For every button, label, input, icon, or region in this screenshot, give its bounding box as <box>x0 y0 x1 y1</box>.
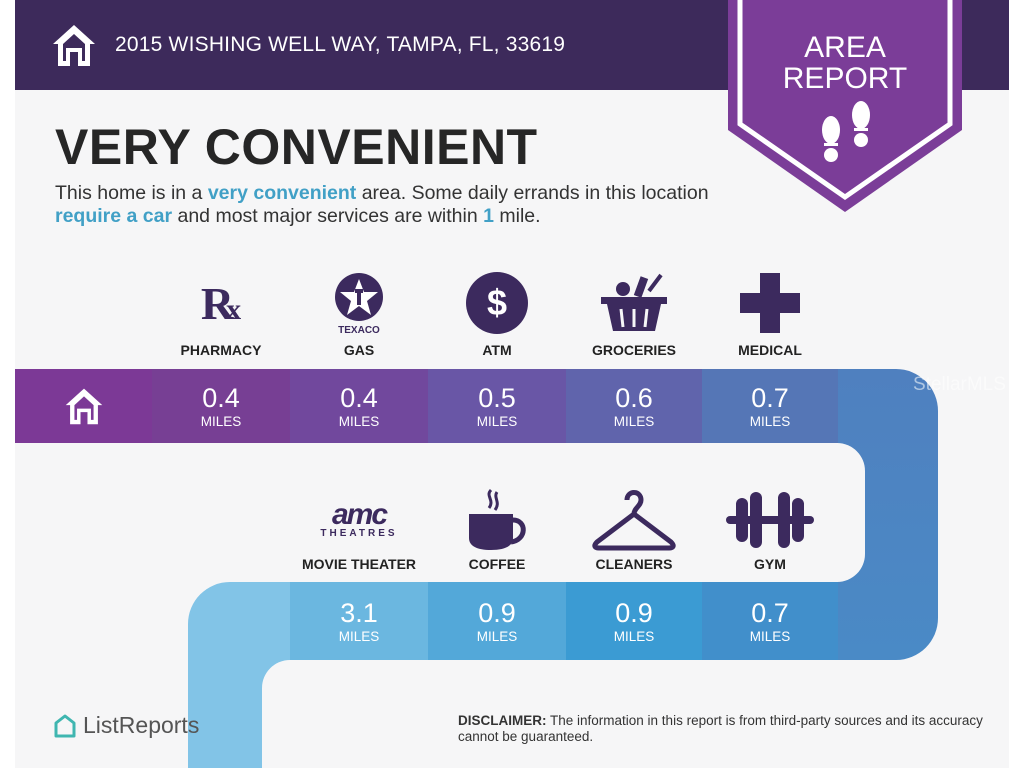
amenity-label: MEDICAL <box>738 342 802 358</box>
rx-icon: Rx <box>200 277 242 329</box>
distance-cell: 0.9 MILES <box>566 582 702 660</box>
distance-value: 0.7 <box>751 382 789 413</box>
distance-unit: MILES <box>613 628 655 644</box>
distance-value: 0.4 <box>340 382 378 413</box>
dollar-icon: $ <box>452 268 542 338</box>
distance-unit: MILES <box>338 413 380 429</box>
amenity-label: CLEANERS <box>595 556 673 572</box>
listreports-logo: ListReports <box>53 712 199 739</box>
texaco-icon: TEXACO <box>314 268 404 338</box>
distance-cell: 0.9 MILES <box>428 582 566 660</box>
distance-unit: MILES <box>338 628 380 644</box>
distance-unit: MILES <box>749 628 791 644</box>
svg-text:TEXACO: TEXACO <box>338 325 380 335</box>
distance-value: 0.5 <box>478 382 516 413</box>
distance-value: 0.7 <box>751 597 789 628</box>
coffee-icon <box>452 485 542 555</box>
amenity-label: COFFEE <box>468 556 526 572</box>
amc-theatres-icon: amc THEATRES <box>320 497 398 539</box>
path-gap <box>15 443 865 582</box>
home-cell <box>15 369 152 443</box>
svg-text:$: $ <box>487 282 507 323</box>
distance-value: 0.4 <box>202 382 240 413</box>
distance-unit: MILES <box>476 628 518 644</box>
amenity-label: GYM <box>754 556 786 572</box>
badge-line1: AREA <box>804 31 886 64</box>
distance-cell: 0.7 MILES <box>702 369 838 443</box>
medical-cross-icon <box>725 268 815 338</box>
badge-line2: REPORT <box>783 62 907 95</box>
description: This home is in a very convenient area. … <box>55 182 709 227</box>
basket-icon <box>589 268 679 338</box>
home-icon <box>65 388 102 425</box>
distance-cell: 0.6 MILES <box>566 369 702 443</box>
listreports-logo-icon <box>54 714 76 737</box>
amenity-label: GROCERIES <box>591 342 676 358</box>
area-report-badge: AREA REPORT <box>728 0 962 212</box>
distance-cell: 0.4 MILES <box>290 369 428 443</box>
page-title: VERY CONVENIENT <box>55 119 538 175</box>
distance-unit: MILES <box>749 413 791 429</box>
stellarmls-watermark: StellarMLS <box>913 374 1006 395</box>
distance-value: 0.6 <box>615 382 653 413</box>
footprints-icon <box>822 101 870 162</box>
distance-value: 0.9 <box>478 597 516 628</box>
distance-unit: MILES <box>613 413 655 429</box>
home-icon <box>53 25 95 66</box>
dumbbell-icon <box>725 485 815 555</box>
distance-unit: MILES <box>200 413 242 429</box>
footer-area <box>262 660 1009 768</box>
distance-cell: 0.7 MILES <box>702 582 838 660</box>
property-address: 2015 WISHING WELL WAY, TAMPA, FL, 33619 <box>115 33 566 56</box>
amenity-label: MOVIE THEATER <box>301 556 417 572</box>
distance-cell: 0.5 MILES <box>428 369 566 443</box>
amenity-label: PHARMACY <box>180 342 262 358</box>
distance-cell: 0.4 MILES <box>152 369 290 443</box>
distance-cell: 3.1 MILES <box>290 582 428 660</box>
distance-unit: MILES <box>476 413 518 429</box>
distance-value: 3.1 <box>340 597 378 628</box>
logo-text: ListReports <box>83 712 200 738</box>
amenity-label: GAS <box>343 342 375 358</box>
distance-value: 0.9 <box>615 597 653 628</box>
amenity-label: ATM <box>482 342 512 358</box>
disclaimer: DISCLAIMER: The information in this repo… <box>458 713 983 744</box>
hanger-icon <box>589 485 679 555</box>
